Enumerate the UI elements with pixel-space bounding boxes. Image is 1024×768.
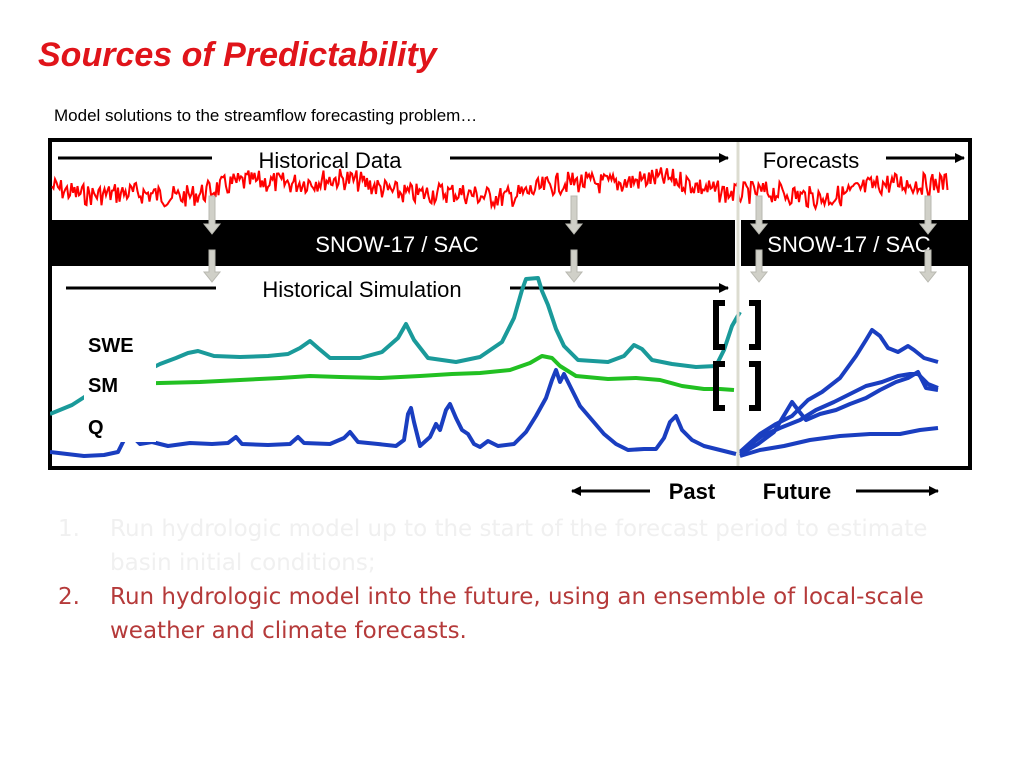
forecast-trace [738,328,939,454]
input-arrow-down [564,195,584,235]
forecast-trace [739,426,939,458]
input-arrow-down [202,249,222,283]
page-title: Sources of Predictability [38,36,437,74]
q-curve [50,368,737,458]
input-arrow-down [749,195,769,235]
initial-condition-brackets [713,300,761,411]
forcing-series [51,167,949,212]
bracket-left [713,361,725,411]
input-arrow-down [202,195,222,235]
step-item: 1. Run hydrologic model up to the start … [58,512,968,580]
bracket-right [749,361,761,411]
input-arrow-down [918,249,938,283]
model-band [50,220,970,266]
bracket-right [749,300,761,350]
past-label: Past [669,479,716,504]
forecasts-label: Forecasts [763,148,860,173]
subtitle: Model solutions to the streamflow foreca… [54,106,478,125]
input-arrows [202,195,938,283]
input-arrow-down [918,195,938,235]
step-text: Run hydrologic model up to the start of … [110,516,928,576]
swe-label: SWE [88,335,134,357]
step-text: Run hydrologic model into the future, us… [110,584,924,644]
input-arrow-down [564,249,584,283]
step-number: 1. [58,516,80,542]
swe-curve [50,276,742,416]
historical-simulation-label: Historical Simulation [262,277,461,302]
step-number: 2. [58,584,80,610]
bracket-left [713,300,725,350]
series-label-bg [84,330,156,442]
input-arrow-down [749,249,769,283]
model-label-past: SNOW-17 / SAC [315,232,479,257]
sm-label: SM [88,375,118,397]
simulation-curves [50,276,939,458]
q-label: Q [88,417,104,439]
future-label: Future [763,479,831,504]
steps-list: 1. Run hydrologic model up to the start … [58,512,968,648]
sm-curve [125,354,735,392]
step-item: 2. Run hydrologic model into the future,… [58,580,968,648]
model-label-future: SNOW-17 / SAC [767,232,931,257]
historical-data-label: Historical Data [258,148,402,173]
forecast-trace [739,370,939,456]
forcing-line [51,167,949,212]
